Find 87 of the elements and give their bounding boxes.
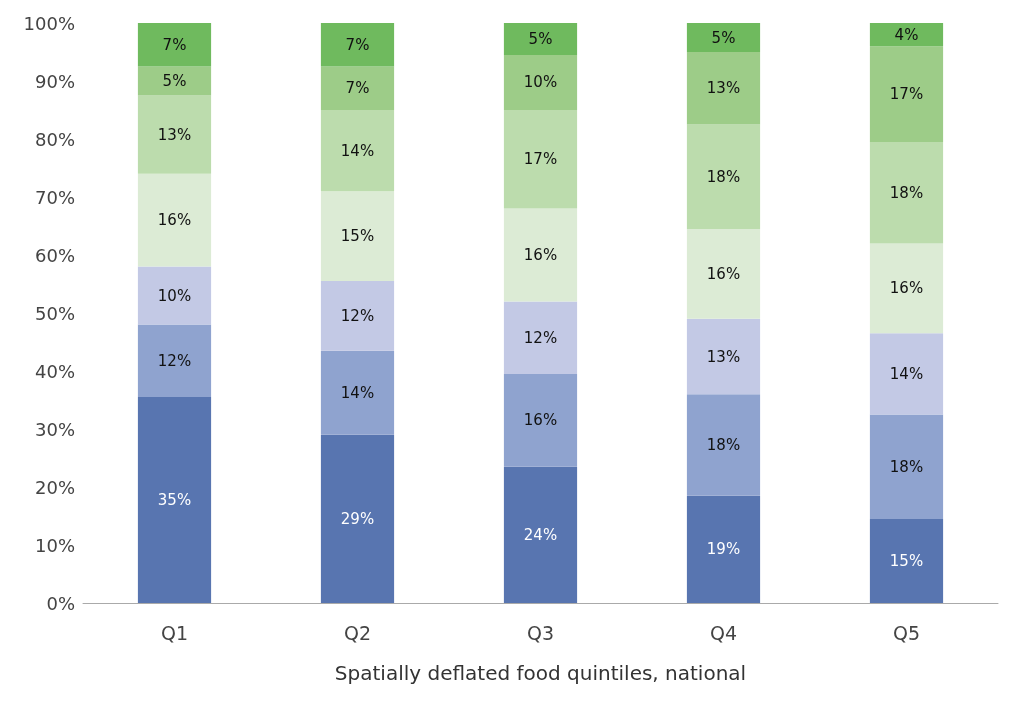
bar [503,208,578,302]
bar [320,110,395,192]
data-label: 10% [157,286,192,305]
data-label: 10% [523,73,558,92]
y-tick-label: 20% [34,476,75,498]
data-label: 13% [706,79,741,98]
bar [320,434,395,603]
bar [320,350,395,435]
data-label: 15% [889,551,924,570]
data-label: 5% [528,29,553,48]
data-label: 12% [157,351,192,370]
data-label: 7% [345,35,370,54]
y-tick-label: 40% [34,360,75,382]
data-label: 7% [345,79,370,98]
bar [503,466,578,603]
data-label: 4% [894,25,919,44]
bar [320,281,395,351]
bar [869,23,944,47]
y-tick-label: 0% [46,592,75,614]
bar [869,46,944,142]
y-tick-label: 80% [34,128,75,150]
data-label: 24% [523,525,558,544]
bar [503,301,578,374]
y-tick-label: 10% [34,534,75,556]
data-label: 14% [340,383,375,402]
bar [320,23,395,67]
data-label: 16% [523,246,558,264]
bar [320,191,395,282]
x-tick-label: Q3 [526,621,555,644]
data-label: 14% [889,364,924,383]
y-tick-label: 70% [34,186,75,208]
bar [869,333,944,415]
data-label: 18% [706,435,741,454]
y-tick-label: 50% [34,302,75,324]
bar [137,266,212,325]
data-label: 5% [711,28,736,47]
data-label: 16% [706,264,741,283]
data-label: 15% [340,227,375,246]
data-label: 5% [162,72,187,90]
bar [137,324,212,398]
y-tick-label: 90% [34,70,75,92]
data-label: 16% [889,279,924,298]
bar [137,95,212,174]
data-label: 12% [340,306,375,325]
x-tick-label: Q5 [892,621,921,644]
x-tick-label: Q1 [160,621,189,644]
x-axis-title: Spatially deflated food quintiles, national [334,661,747,685]
data-label: 12% [523,328,558,347]
data-label: 18% [706,167,741,186]
bar [137,173,212,267]
bar [320,66,395,110]
bar [686,495,761,603]
y-tick-label: 100% [23,12,75,34]
data-label: 14% [340,141,375,160]
bar [137,66,212,96]
bar [869,414,944,519]
bar [503,23,578,55]
bar [503,54,578,110]
y-tick-label: 30% [34,418,75,440]
bar [869,243,944,334]
data-label: 13% [706,347,741,366]
bar [137,397,212,603]
bar [869,518,944,603]
data-label: 17% [523,150,558,169]
bar [503,110,578,209]
data-label: 35% [157,491,192,510]
data-label: 29% [340,509,375,528]
data-label: 18% [889,183,924,202]
data-label: 16% [157,211,192,230]
data-label: 16% [523,411,558,430]
data-label: 19% [706,540,741,559]
bar [686,394,761,496]
bar [686,318,761,395]
bar [503,373,578,467]
x-tick-label: Q2 [343,621,372,644]
y-tick-label: 60% [34,244,75,266]
data-label: 13% [157,125,192,144]
bar [686,228,761,319]
bar [686,124,761,229]
data-label: 7% [162,35,187,54]
data-label: 18% [889,457,924,476]
bar [869,141,944,244]
bar [137,23,212,67]
data-label: 17% [889,85,924,104]
bar [686,23,761,52]
bar [686,52,761,125]
x-tick-label: Q4 [709,621,738,644]
